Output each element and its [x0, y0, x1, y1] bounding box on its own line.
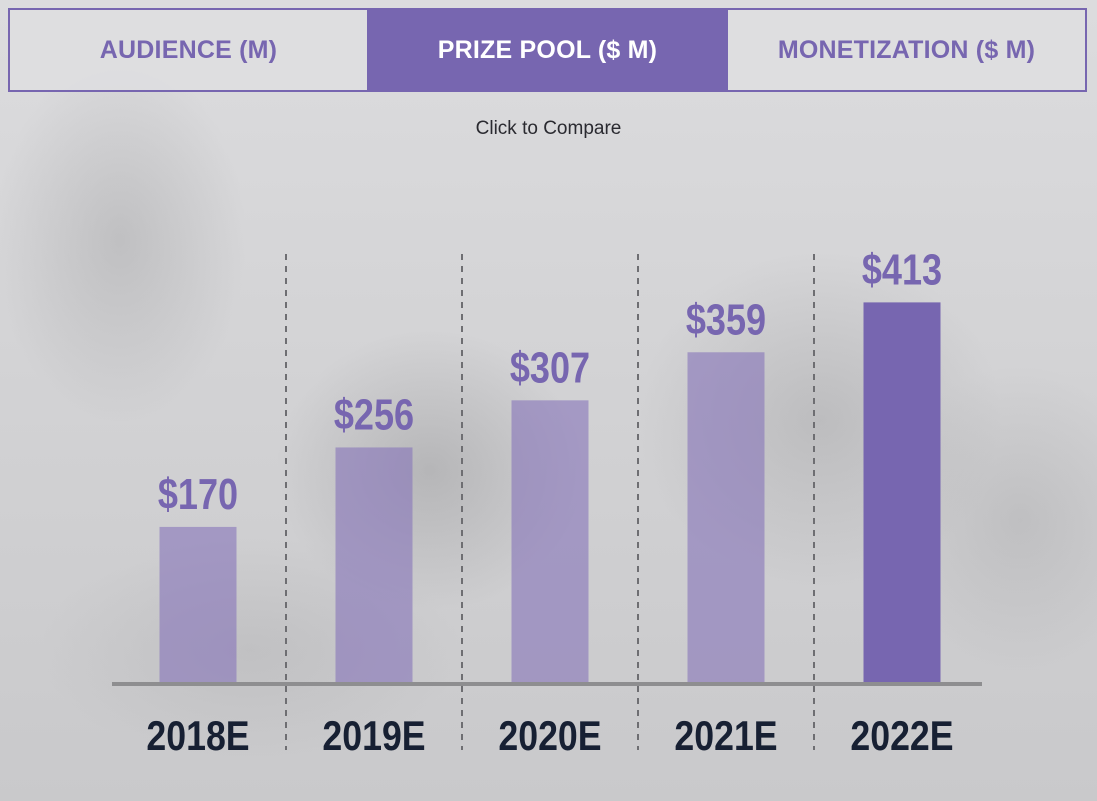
- bar-value-label: $170: [158, 470, 238, 519]
- bar-value-label: $307: [510, 343, 590, 392]
- tab-monetization[interactable]: MONETIZATION ($ M): [726, 10, 1085, 90]
- x-axis-baseline: [112, 682, 982, 686]
- bar-value-label: $256: [334, 390, 414, 439]
- bar-value-label: $413: [862, 245, 942, 294]
- category-label: 2022E: [850, 713, 953, 759]
- category-label: 2021E: [674, 713, 777, 759]
- metric-tab-bar: AUDIENCE (M) PRIZE POOL ($ M) MONETIZATI…: [8, 8, 1087, 92]
- bar-value-label: $359: [686, 295, 766, 344]
- bar-2022E: [863, 302, 941, 684]
- compare-hint: Click to Compare: [475, 118, 622, 139]
- tab-prize-pool[interactable]: PRIZE POOL ($ M): [367, 10, 726, 90]
- category-label: 2020E: [498, 713, 601, 759]
- bar-2020E: [511, 400, 589, 684]
- category-label: 2019E: [322, 713, 425, 759]
- bar-2021E: [687, 352, 765, 684]
- category-label: 2018E: [146, 713, 249, 759]
- bar-2018E: [159, 526, 237, 684]
- bar-2019E: [335, 447, 413, 684]
- tab-audience[interactable]: AUDIENCE (M): [99, 35, 278, 64]
